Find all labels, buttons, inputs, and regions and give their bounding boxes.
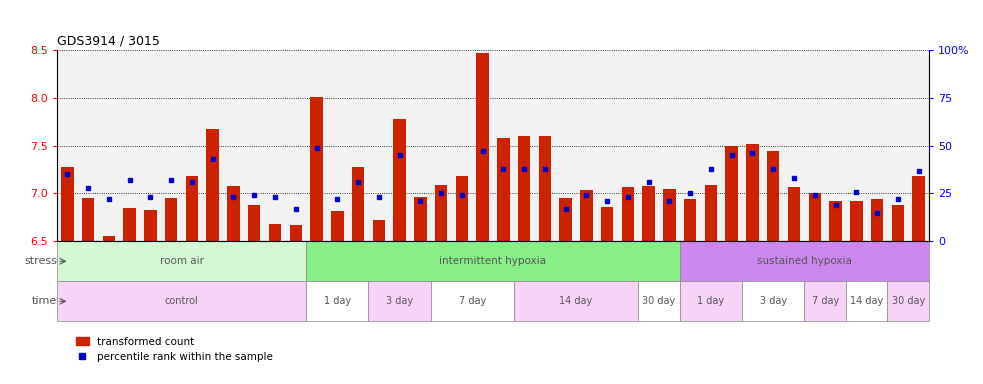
Bar	[434, 185, 447, 241]
Bar	[331, 211, 343, 241]
Bar	[871, 199, 884, 241]
Bar	[206, 129, 219, 241]
Bar	[373, 220, 385, 241]
Bar	[580, 190, 593, 241]
Text: room air: room air	[159, 257, 203, 266]
Bar	[477, 53, 489, 241]
Bar	[830, 201, 841, 241]
Bar	[497, 138, 509, 241]
Text: 7 day: 7 day	[812, 296, 838, 306]
Bar	[248, 205, 260, 241]
Text: 7 day: 7 day	[459, 296, 486, 306]
Bar	[186, 176, 199, 241]
Text: 1 day: 1 day	[697, 296, 724, 306]
Bar	[227, 186, 240, 241]
Text: time: time	[31, 296, 57, 306]
Bar	[393, 119, 406, 241]
Bar	[57, 281, 306, 321]
Bar	[124, 208, 136, 241]
Bar	[290, 225, 302, 241]
Bar	[892, 205, 904, 241]
Bar	[850, 201, 862, 241]
Bar	[539, 136, 551, 241]
Text: GDS3914 / 3015: GDS3914 / 3015	[57, 34, 160, 47]
Text: 30 day: 30 day	[892, 296, 925, 306]
Bar	[431, 281, 514, 321]
Bar	[912, 176, 925, 241]
Bar	[643, 186, 655, 241]
Bar	[846, 281, 888, 321]
Text: sustained hypoxia: sustained hypoxia	[757, 257, 852, 266]
Text: 3 day: 3 day	[386, 296, 413, 306]
Text: 14 day: 14 day	[850, 296, 884, 306]
Text: control: control	[165, 296, 199, 306]
Bar	[684, 199, 696, 241]
Bar	[804, 281, 846, 321]
Bar	[82, 198, 94, 241]
Legend: transformed count, percentile rank within the sample: transformed count, percentile rank withi…	[72, 333, 277, 366]
Bar	[680, 281, 742, 321]
Bar	[746, 144, 759, 241]
Bar	[680, 241, 929, 281]
Bar	[742, 281, 804, 321]
Text: 30 day: 30 day	[643, 296, 675, 306]
Text: 1 day: 1 day	[323, 296, 351, 306]
Text: stress: stress	[25, 257, 57, 266]
Bar	[705, 185, 718, 241]
Text: 3 day: 3 day	[760, 296, 786, 306]
Bar	[102, 235, 115, 241]
Bar	[559, 198, 572, 241]
Bar	[369, 281, 431, 321]
Bar	[352, 167, 365, 241]
Bar	[145, 210, 156, 241]
Bar	[165, 198, 177, 241]
Bar	[311, 97, 322, 241]
Bar	[767, 151, 780, 241]
Text: 14 day: 14 day	[559, 296, 593, 306]
Bar	[621, 187, 634, 241]
Bar	[57, 241, 306, 281]
Bar	[638, 281, 680, 321]
Bar	[455, 176, 468, 241]
Bar	[514, 281, 638, 321]
Bar	[725, 146, 738, 241]
Text: intermittent hypoxia: intermittent hypoxia	[439, 257, 547, 266]
Bar	[518, 136, 531, 241]
Bar	[306, 241, 680, 281]
Bar	[61, 167, 74, 241]
Bar	[268, 224, 281, 241]
Bar	[787, 187, 800, 241]
Bar	[809, 194, 821, 241]
Bar	[414, 197, 427, 241]
Bar	[601, 207, 613, 241]
Bar	[306, 281, 369, 321]
Bar	[664, 189, 675, 241]
Bar	[888, 281, 929, 321]
